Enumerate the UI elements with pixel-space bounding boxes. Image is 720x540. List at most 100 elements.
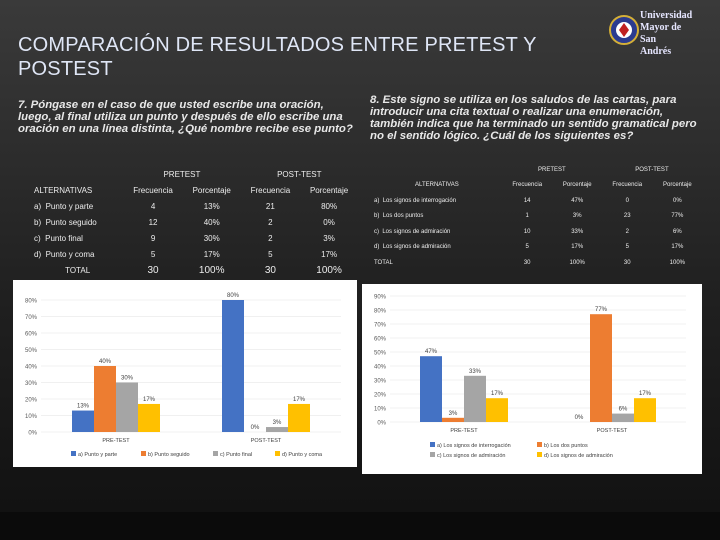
posttest-frequency: 21 — [265, 201, 275, 211]
data-label: 17% — [293, 397, 306, 403]
bar — [94, 366, 116, 432]
option-letter: a) — [374, 197, 380, 204]
table-row: c) Punto final 9 30% 2 3% — [32, 230, 358, 246]
option-text: Punto final — [45, 233, 83, 243]
bottom-bar — [0, 512, 720, 540]
option-letter: b) — [374, 213, 380, 220]
pretest-frequency: 10 — [523, 228, 531, 235]
pretest-percentage: 17% — [203, 249, 220, 259]
university-name-line1: Universidad — [640, 10, 693, 21]
table-row: b) Los dos puntos 1 3% 23 77% — [372, 209, 702, 225]
table-header-row: PRETEST POST-TEST — [372, 162, 702, 178]
table-header-row: ALTERNATIVAS Frecuencia Porcentaje Frecu… — [372, 178, 702, 194]
pretest-total-percentage: 100% — [198, 264, 225, 276]
option-letter: c) — [374, 228, 379, 235]
option-letter: d) — [374, 244, 380, 251]
y-tick-label: 20% — [374, 393, 387, 399]
option-label: d) Punto y coma — [32, 246, 123, 262]
bar — [442, 417, 464, 422]
option-letter: d) — [34, 249, 42, 259]
option-label: a) Punto y parte — [32, 198, 123, 214]
bar — [266, 427, 288, 432]
data-label: 80% — [227, 293, 240, 299]
porcentaje-header: Porcentaje — [562, 182, 592, 189]
y-tick-label: 40% — [25, 365, 38, 371]
pretest-percentage: 33% — [571, 228, 584, 235]
option-text: Los dos puntos — [382, 213, 424, 220]
table-header-row: ALTERNATIVAS Frecuencia Porcentaje Frecu… — [32, 182, 358, 198]
q7-bar-chart: 0% 10% 20% 30% 40% 50% 60% 70% 80% 13% 40% 30% 17% PR… — [13, 280, 357, 467]
table-header-row: PRETEST POST-TEST — [32, 166, 358, 182]
posttest-percentage: 77% — [671, 213, 684, 220]
legend-entry: a) Punto y parte — [78, 452, 117, 458]
posttest-total-percentage: 100% — [316, 264, 342, 276]
table-total-row: TOTAL 30 100% 30 100% — [372, 255, 702, 271]
data-label: 3% — [273, 420, 282, 426]
university-name: Universidad Mayor de San Andrés — [640, 10, 692, 58]
option-text: Punto y parte — [45, 201, 94, 211]
pretest-frequency: 9 — [150, 233, 156, 243]
data-label: 6% — [619, 407, 628, 413]
q7-chart-svg: 0% 10% 20% 30% 40% 50% 60% 70% 80% 13% 40% 30% 17% PR… — [25, 293, 341, 458]
alternativas-header: ALTERNATIVAS — [34, 185, 93, 195]
q8-bar-chart: 0% 10% 20% 30% 40% 50% 60% 70% 80% 90% 47% 3% 33% 17%… — [362, 284, 702, 474]
alternativas-header: ALTERNATIVAS — [415, 182, 459, 189]
bar — [590, 314, 612, 422]
university-name-line3: San — [640, 34, 657, 45]
y-tick-label: 0% — [28, 431, 37, 437]
option-label: d) Los signos de admiración — [372, 240, 502, 256]
legend-swatch — [71, 451, 76, 456]
bar — [138, 403, 160, 432]
y-tick-label: 10% — [374, 407, 387, 413]
frecuencia-header: Frecuencia — [612, 182, 643, 189]
posttest-percentage: 0% — [323, 217, 335, 227]
posttest-percentage: 17% — [671, 244, 684, 251]
legend-swatch — [537, 452, 542, 457]
pretest-percentage: 17% — [571, 244, 584, 251]
pretest-frequency: 5 — [150, 249, 156, 259]
y-tick-label: 40% — [374, 365, 387, 371]
frecuencia-header: Frecuencia — [133, 185, 173, 195]
pretest-frequency: 12 — [148, 217, 158, 227]
posttest-total-frequency: 30 — [623, 259, 631, 266]
legend-swatch — [213, 451, 218, 456]
option-label: b) Los dos puntos — [372, 209, 502, 225]
option-letter: a) — [34, 201, 42, 211]
posttest-header: POST-TEST — [277, 169, 322, 179]
pretest-frequency: 1 — [525, 213, 529, 220]
data-label: 47% — [425, 349, 438, 355]
legend-entry: b) Los dos puntos — [544, 443, 588, 449]
legend-swatch — [430, 452, 435, 457]
legend-entry: b) Punto seguido — [148, 452, 190, 458]
data-label: 0% — [251, 425, 260, 431]
legend-entry: a) Los signos de interrogación — [437, 443, 511, 449]
pretest-header: PRETEST — [163, 169, 201, 179]
y-tick-label: 30% — [374, 379, 387, 385]
question-7-text: 7. Póngase en el caso de que usted escri… — [18, 99, 353, 135]
option-text: Los signos de admiración — [382, 244, 451, 251]
data-label: 13% — [77, 404, 90, 410]
y-tick-label: 50% — [374, 351, 387, 357]
option-text: Punto y coma — [45, 249, 95, 259]
pretest-total-frequency: 30 — [523, 259, 531, 266]
y-tick-label: 60% — [374, 337, 387, 343]
y-tick-label: 0% — [377, 421, 386, 427]
y-tick-label: 60% — [25, 332, 38, 338]
legend-entry: d) Punto y coma — [282, 452, 323, 458]
posttest-percentage: 6% — [673, 228, 682, 235]
y-tick-label: 80% — [374, 309, 387, 315]
pretest-frequency: 5 — [525, 244, 529, 251]
option-letter: c) — [34, 233, 41, 243]
posttest-header: POST-TEST — [635, 166, 669, 173]
legend-swatch — [537, 442, 542, 447]
pretest-total-percentage: 100% — [569, 259, 585, 266]
q8-chart-svg: 0% 10% 20% 30% 40% 50% 60% 70% 80% 90% 47% 3% 33% 17%… — [374, 295, 686, 459]
data-label: 33% — [469, 369, 482, 375]
posttest-percentage: 0% — [673, 197, 682, 204]
frecuencia-header: Frecuencia — [250, 185, 291, 195]
y-tick-label: 90% — [374, 295, 387, 301]
posttest-frequency: 2 — [268, 217, 273, 227]
bar — [464, 375, 486, 422]
legend-entry: d) Los signos de admiración — [544, 453, 613, 459]
table-row: a) Los signos de interrogación 14 47% 0 … — [372, 193, 702, 209]
